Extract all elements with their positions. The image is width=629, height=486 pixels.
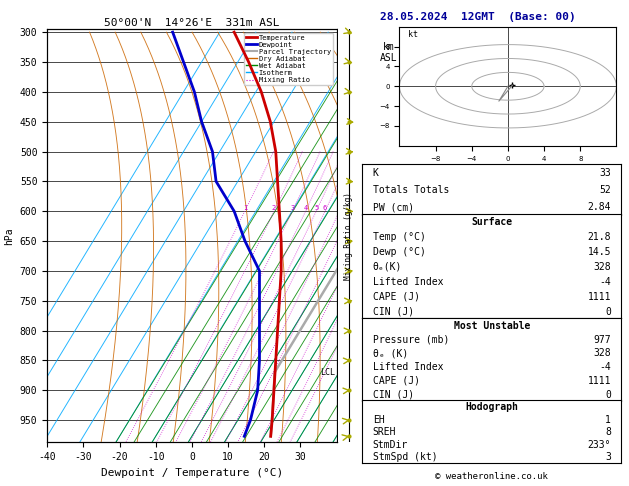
Text: CIN (J): CIN (J) [372, 390, 414, 400]
Text: 5: 5 [314, 205, 318, 211]
Text: Hodograph: Hodograph [465, 402, 518, 412]
Text: 233°: 233° [587, 440, 611, 450]
Text: θₑ(K): θₑ(K) [372, 262, 402, 272]
Text: 28.05.2024  12GMT  (Base: 00): 28.05.2024 12GMT (Base: 00) [380, 12, 576, 22]
Text: Dewp (°C): Dewp (°C) [372, 247, 426, 257]
Text: Totals Totals: Totals Totals [372, 185, 449, 195]
Text: EH: EH [372, 415, 384, 425]
Text: 0: 0 [605, 390, 611, 400]
Text: 4: 4 [303, 205, 308, 211]
Text: 2.84: 2.84 [587, 202, 611, 212]
Text: K: K [372, 168, 379, 178]
Text: 328: 328 [593, 262, 611, 272]
Text: 8: 8 [605, 427, 611, 437]
Text: 14.5: 14.5 [587, 247, 611, 257]
Text: 3: 3 [605, 452, 611, 462]
Text: Most Unstable: Most Unstable [454, 321, 530, 331]
Text: Lifted Index: Lifted Index [372, 362, 443, 372]
Text: 33: 33 [599, 168, 611, 178]
Text: 328: 328 [593, 348, 611, 359]
Text: kt: kt [408, 30, 418, 39]
Text: Mixing Ratio (g/kg): Mixing Ratio (g/kg) [344, 192, 353, 279]
Text: 1: 1 [243, 205, 247, 211]
Text: PW (cm): PW (cm) [372, 202, 414, 212]
Text: Lifted Index: Lifted Index [372, 277, 443, 287]
Text: 3: 3 [290, 205, 294, 211]
Text: 6: 6 [323, 205, 327, 211]
Text: -4: -4 [599, 362, 611, 372]
Text: 2: 2 [272, 205, 276, 211]
Text: 977: 977 [593, 335, 611, 345]
Title: 50°00'N  14°26'E  331m ASL: 50°00'N 14°26'E 331m ASL [104, 18, 280, 28]
Text: CAPE (J): CAPE (J) [372, 376, 420, 386]
Text: Surface: Surface [471, 217, 513, 227]
Text: -4: -4 [599, 277, 611, 287]
Text: 1: 1 [605, 415, 611, 425]
Text: Pressure (mb): Pressure (mb) [372, 335, 449, 345]
X-axis label: Dewpoint / Temperature (°C): Dewpoint / Temperature (°C) [101, 468, 283, 478]
Text: 1111: 1111 [587, 292, 611, 302]
Text: StmSpd (kt): StmSpd (kt) [372, 452, 437, 462]
Text: CIN (J): CIN (J) [372, 307, 414, 316]
Legend: Temperature, Dewpoint, Parcel Trajectory, Dry Adiabat, Wet Adiabat, Isotherm, Mi: Temperature, Dewpoint, Parcel Trajectory… [244, 33, 333, 85]
Text: 52: 52 [599, 185, 611, 195]
Text: SREH: SREH [372, 427, 396, 437]
Text: 1111: 1111 [587, 376, 611, 386]
Text: θₑ (K): θₑ (K) [372, 348, 408, 359]
Text: StmDir: StmDir [372, 440, 408, 450]
Text: © weatheronline.co.uk: © weatheronline.co.uk [435, 472, 548, 481]
Text: Temp (°C): Temp (°C) [372, 232, 426, 242]
Text: LCL: LCL [320, 368, 335, 377]
Text: 0: 0 [605, 307, 611, 316]
Text: CAPE (J): CAPE (J) [372, 292, 420, 302]
Y-axis label: km
ASL: km ASL [380, 42, 398, 63]
Y-axis label: hPa: hPa [4, 227, 14, 244]
Text: 21.8: 21.8 [587, 232, 611, 242]
